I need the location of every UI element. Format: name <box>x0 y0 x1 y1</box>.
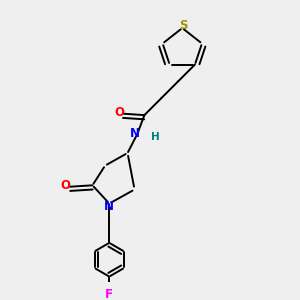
Text: O: O <box>61 179 70 192</box>
Text: N: N <box>104 200 114 213</box>
Text: F: F <box>105 288 113 300</box>
Text: O: O <box>115 106 125 119</box>
Text: N: N <box>130 127 140 140</box>
Text: H: H <box>151 132 160 142</box>
Text: S: S <box>179 19 188 32</box>
